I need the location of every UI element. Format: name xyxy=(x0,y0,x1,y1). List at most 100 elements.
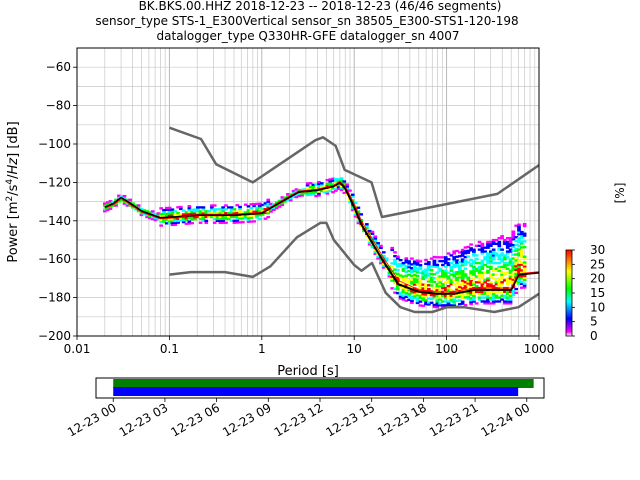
density-cell xyxy=(401,283,406,286)
density-cell xyxy=(407,279,411,282)
density-cell xyxy=(449,294,454,297)
density-cell xyxy=(353,213,358,216)
density-cell xyxy=(418,265,423,269)
density-cell xyxy=(472,281,476,284)
density-cell xyxy=(303,192,307,195)
density-cell xyxy=(424,295,428,298)
density-cell xyxy=(452,263,457,267)
density-cell xyxy=(328,182,333,185)
density-cell xyxy=(243,215,248,218)
density-cell xyxy=(460,302,465,305)
density-cell xyxy=(480,275,485,278)
density-cell xyxy=(286,194,290,198)
density-cell xyxy=(446,296,451,299)
density-cell xyxy=(463,292,468,295)
density-cell xyxy=(469,300,473,304)
density-cell xyxy=(398,297,403,300)
density-cell xyxy=(415,294,420,297)
density-cell xyxy=(508,279,513,282)
density-cell xyxy=(522,261,527,264)
density-cell xyxy=(517,236,521,240)
density-cell xyxy=(486,242,490,246)
density-cell xyxy=(384,263,389,266)
density-cell xyxy=(193,210,197,213)
density-cell xyxy=(136,206,141,209)
y-tick-label: −100 xyxy=(38,137,71,151)
density-cell xyxy=(212,221,217,224)
density-cell xyxy=(486,260,490,263)
density-cell xyxy=(463,296,468,299)
density-cell xyxy=(452,273,457,276)
density-cell xyxy=(300,188,304,191)
density-cell xyxy=(212,204,217,207)
density-cell xyxy=(460,248,465,252)
density-cell xyxy=(508,294,513,297)
title-line-1: BK.BKS.00.HHZ 2018-12-23 -- 2018-12-23 (… xyxy=(139,0,502,13)
density-cell xyxy=(339,184,344,188)
density-cell xyxy=(458,285,462,289)
density-cell xyxy=(486,252,490,255)
density-cell xyxy=(517,263,521,267)
density-cell xyxy=(336,178,341,181)
density-cell xyxy=(500,260,504,263)
density-cell xyxy=(379,260,383,263)
density-cell xyxy=(435,277,440,280)
density-cell xyxy=(235,204,240,207)
density-cell xyxy=(460,273,465,277)
density-cell xyxy=(517,238,521,242)
density-cell xyxy=(269,202,273,206)
density-cell xyxy=(162,210,166,214)
density-cell xyxy=(311,191,316,194)
density-cell xyxy=(283,200,287,203)
density-cell xyxy=(162,218,166,221)
density-cell xyxy=(522,282,527,285)
density-cell xyxy=(480,250,485,253)
density-cell xyxy=(396,280,400,283)
density-cell xyxy=(305,191,310,195)
density-cell xyxy=(460,275,465,278)
density-cell xyxy=(418,285,423,288)
density-cell xyxy=(469,270,473,273)
density-cell xyxy=(486,271,490,274)
density-cell xyxy=(314,187,318,190)
density-cell xyxy=(497,240,502,244)
density-cell xyxy=(477,265,482,269)
density-cell xyxy=(511,236,516,239)
density-cell xyxy=(317,184,321,188)
density-cell xyxy=(187,216,192,219)
density-cell xyxy=(176,206,180,209)
density-cell xyxy=(365,234,369,237)
density-cell xyxy=(435,283,440,286)
density-cell xyxy=(443,286,448,290)
density-cell xyxy=(170,221,175,225)
density-cell xyxy=(514,249,519,252)
density-cell xyxy=(522,263,527,266)
density-cell xyxy=(508,290,513,294)
density-cell xyxy=(427,264,431,268)
density-cell xyxy=(488,258,493,261)
density-cell xyxy=(226,212,231,215)
density-cell xyxy=(435,284,440,288)
density-cell xyxy=(122,200,127,204)
density-cell xyxy=(238,211,242,214)
density-cell xyxy=(322,189,327,192)
density-cell xyxy=(438,267,442,270)
y-tick-label: −80 xyxy=(46,99,71,113)
density-cell xyxy=(173,221,178,225)
density-cell xyxy=(463,261,468,264)
density-cell xyxy=(458,251,462,254)
density-cell xyxy=(266,200,271,203)
density-cell xyxy=(441,275,445,278)
density-cell xyxy=(486,254,490,257)
density-cell xyxy=(519,246,524,249)
density-cell xyxy=(480,277,485,280)
density-cell xyxy=(187,208,192,212)
y-tick-label: −160 xyxy=(38,252,71,266)
density-cell xyxy=(491,258,496,261)
density-cell xyxy=(474,269,479,272)
density-cell xyxy=(477,267,482,270)
density-cell xyxy=(429,257,434,260)
density-cell xyxy=(390,248,395,252)
y-tick-label: −200 xyxy=(38,329,71,343)
